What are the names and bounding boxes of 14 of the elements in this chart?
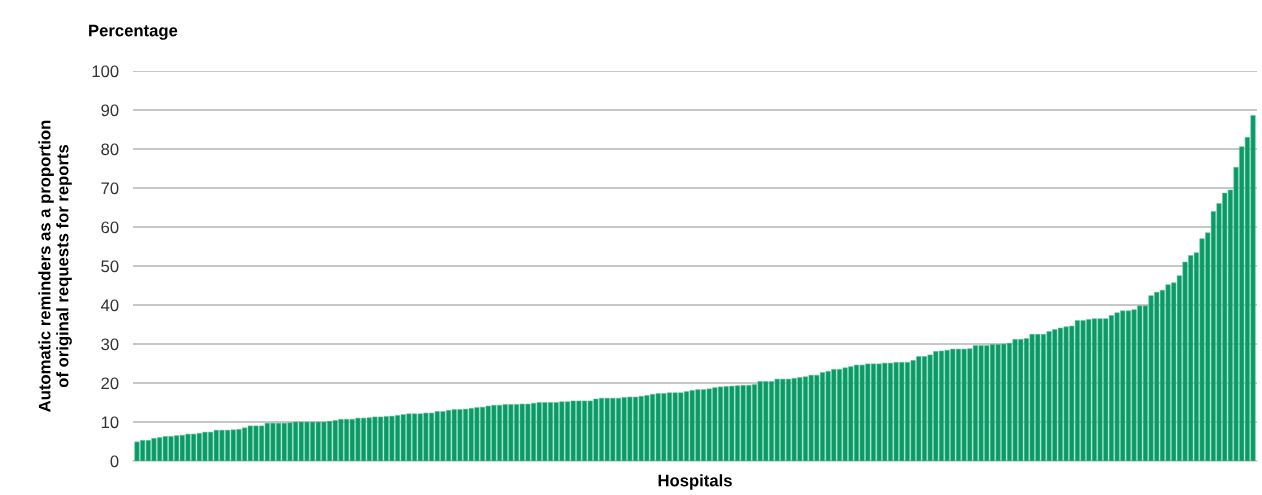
- chart-title: Percentage: [89, 24, 178, 40]
- y-tick-label: 0: [110, 455, 119, 468]
- y-tick-label: 90: [101, 104, 119, 117]
- y-tick-label: 80: [101, 143, 119, 156]
- y-tick-label: 20: [101, 377, 119, 390]
- y-axis-title: Automatic reminders as a proportion of original requests for reports: [38, 120, 72, 412]
- y-tick-label: 60: [101, 221, 119, 234]
- y-tick-label: 50: [101, 260, 119, 273]
- y-tick-label: 70: [101, 182, 119, 195]
- y-tick-label: 30: [101, 338, 119, 351]
- y-tick-label: 10: [101, 416, 119, 429]
- y-tick-label: 40: [100, 299, 119, 312]
- x-axis-title: Hospitals: [658, 474, 732, 490]
- y-tick-label: 100: [92, 65, 119, 78]
